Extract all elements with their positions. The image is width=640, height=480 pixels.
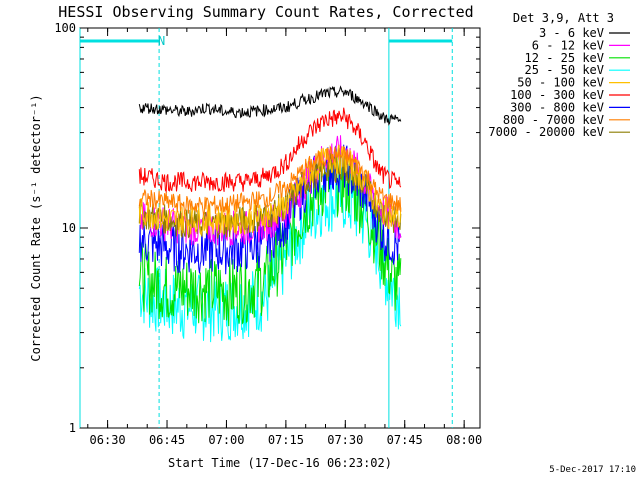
series-line-4 (138, 144, 402, 236)
series-line-5 (138, 107, 402, 194)
x-tick-label-6: 08:00 (446, 433, 482, 447)
x-tick-label-3: 07:15 (268, 433, 304, 447)
plot-area: 06:30 06:45 07:00 07:15 07:30 07:45 08:00 1101… (54, 21, 482, 447)
legend-label-3: 25 - 50 keV (525, 63, 604, 77)
legend-label-7: 800 - 7000 keV (503, 113, 604, 127)
legend-label-5: 100 - 300 keV (510, 88, 604, 102)
footer-date: 5-Dec-2017 17:10 (549, 465, 636, 475)
y-axis-label: Corrected Count Rate (s⁻¹ detector⁻¹) (29, 94, 43, 361)
legend-label-1: 6 - 12 keV (532, 38, 604, 52)
x-axis-ticks: 06:30 06:45 07:00 07:15 07:30 07:45 08:00 (87, 28, 482, 447)
chart-title: HESSI Observing Summary Count Rates, Cor… (58, 3, 473, 21)
legend-header: Det 3,9, Att 3 (513, 11, 614, 25)
legend-label-2: 12 - 25 keV (525, 51, 604, 65)
night-annotation-n: N (158, 34, 165, 48)
legend-label-0: 3 - 6 keV (539, 26, 604, 40)
x-tick-label-4: 07:30 (327, 433, 363, 447)
series-line-6 (138, 144, 402, 275)
x-tick-label-1: 06:45 (149, 433, 185, 447)
legend-label-4: 50 - 100 keV (517, 76, 604, 90)
series-line-7 (138, 145, 402, 216)
x-tick-label-0: 06:30 (90, 433, 126, 447)
legend-label-8: 7000 - 20000 keV (488, 125, 604, 139)
y-tick-label-2: 100 (54, 21, 76, 35)
x-axis-label: Start Time (17-Dec-16 06:23:02) (168, 456, 392, 470)
series-layer (138, 85, 402, 343)
x-tick-label-2: 07:00 (208, 433, 244, 447)
series-line-8 (138, 153, 402, 239)
y-tick-label-1: 10 (62, 221, 76, 235)
legend-label-6: 300 - 800 keV (510, 100, 604, 114)
series-line-0 (138, 85, 402, 126)
y-tick-label-0: 1 (69, 421, 76, 435)
y-axis-ticks: 1 10 100 (54, 21, 480, 435)
x-tick-label-5: 07:45 (387, 433, 423, 447)
